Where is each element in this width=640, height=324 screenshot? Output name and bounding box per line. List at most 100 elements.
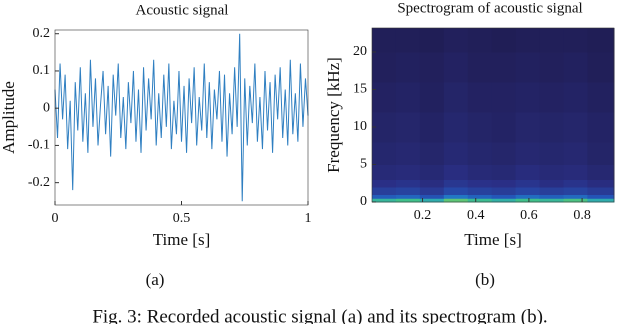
heat-cell: [372, 164, 397, 180]
y-tick-label: 20: [353, 44, 367, 59]
heat-cell: [563, 28, 588, 53]
heat-cell: [467, 187, 493, 195]
heat-cell: [539, 52, 564, 83]
heat-cell: [467, 112, 493, 143]
heat-cell: [395, 198, 421, 203]
heat-cell: [372, 112, 397, 143]
y-tick-label: 0.2: [33, 26, 51, 41]
y-tick-label: 15: [353, 82, 367, 97]
heat-cell: [372, 187, 397, 195]
heat-cell: [443, 194, 469, 199]
heat-cell: [395, 112, 421, 143]
heat-cell: [467, 52, 493, 83]
heat-cell: [587, 142, 615, 165]
heat-cell: [539, 187, 564, 195]
heat-cell: [395, 52, 421, 83]
heat-cell: [539, 164, 564, 180]
heat-cell: [419, 82, 445, 113]
heat-cell: [443, 28, 469, 53]
heat-cell: [515, 52, 541, 83]
heat-cell: [467, 164, 493, 180]
x-tick-label: 0.8: [573, 208, 591, 223]
y-tick-label: 0: [43, 100, 50, 115]
heat-cell: [563, 164, 588, 180]
heat-cell: [443, 82, 469, 113]
heat-cell: [563, 179, 588, 188]
x-tick-label: 0.4: [467, 208, 485, 223]
heat-cell: [372, 52, 397, 83]
heat-cell: [539, 28, 564, 53]
heat-cell: [587, 52, 615, 83]
heat-cell: [491, 179, 517, 188]
heat-cell: [443, 112, 469, 143]
x-tick-label: 0.5: [173, 211, 191, 226]
heat-cell: [467, 82, 493, 113]
y-tick-label: -0.1: [28, 138, 50, 153]
heat-cell: [587, 179, 615, 188]
heat-cell: [419, 194, 445, 199]
heat-cell: [563, 187, 588, 195]
heat-cell: [419, 179, 445, 188]
heat-cell: [515, 198, 541, 203]
y-tick-label: 5: [360, 157, 367, 172]
heat-cell: [372, 142, 397, 165]
heat-cell: [491, 142, 517, 165]
heat-cell: [467, 198, 493, 203]
heat-cell: [539, 194, 564, 199]
heat-cell: [443, 198, 469, 203]
y-tick-label: 0.1: [33, 63, 51, 78]
heat-cell: [395, 82, 421, 113]
heat-cell: [395, 179, 421, 188]
signal-line: [54, 33, 309, 202]
heat-cell: [539, 82, 564, 113]
figure-caption: Fig. 3: Recorded acoustic signal (a) and…: [92, 306, 547, 324]
heat-cell: [515, 82, 541, 113]
heat-cell: [467, 142, 493, 165]
heat-cell: [563, 198, 588, 203]
heat-cell: [563, 142, 588, 165]
chart-title: Spectrogram of acoustic signal: [397, 0, 582, 16]
heat-cell: [419, 142, 445, 165]
heat-cell: [419, 112, 445, 143]
heat-cell: [419, 187, 445, 195]
y-axis-label: Amplitude: [0, 81, 18, 154]
heat-cell: [419, 28, 445, 53]
y-tick-label: 0: [360, 194, 367, 209]
heat-cell: [515, 112, 541, 143]
heat-cell: [372, 194, 397, 199]
heat-cell: [491, 52, 517, 83]
x-tick-label: 0.2: [414, 208, 432, 223]
heat-cell: [563, 194, 588, 199]
heat-cell: [443, 52, 469, 83]
heat-cell: [587, 28, 615, 53]
heat-cell: [491, 164, 517, 180]
chart-title: Acoustic signal: [136, 2, 229, 18]
heat-cell: [491, 82, 517, 113]
x-tick-label: 1: [305, 211, 312, 226]
heat-cell: [372, 179, 397, 188]
heat-cell: [491, 198, 517, 203]
x-axis-label: Time [s]: [153, 230, 210, 249]
heat-cell: [491, 194, 517, 199]
heat-cell: [443, 164, 469, 180]
heat-cell: [563, 112, 588, 143]
heat-cell: [372, 28, 397, 53]
heat-cell: [515, 179, 541, 188]
x-tick-label: 0: [52, 211, 59, 226]
heat-cell: [395, 194, 421, 199]
heat-cell: [587, 112, 615, 143]
heat-cell: [443, 179, 469, 188]
heat-cell: [491, 28, 517, 53]
heat-cell: [515, 187, 541, 195]
heat-cell: [443, 142, 469, 165]
panel-label: (b): [475, 270, 495, 289]
panel-label: (a): [146, 270, 165, 289]
y-tick-label: 10: [353, 119, 367, 134]
y-tick-label: -0.2: [28, 175, 50, 190]
heat-cell: [395, 142, 421, 165]
heat-cell: [467, 194, 493, 199]
heat-cell: [395, 187, 421, 195]
heat-cell: [515, 164, 541, 180]
heat-cell: [563, 52, 588, 83]
heat-cell: [563, 82, 588, 113]
